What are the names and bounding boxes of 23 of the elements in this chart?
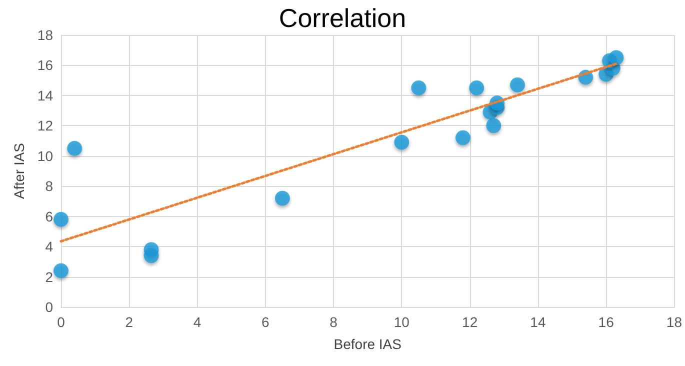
x-tick-label: 2 (125, 314, 134, 330)
y-tick-label: 8 (45, 178, 54, 194)
x-tick-label: 10 (394, 314, 410, 330)
y-tick-label: 10 (37, 148, 54, 164)
x-tick-label: 16 (598, 314, 614, 330)
x-axis-title: Before IAS (334, 336, 402, 352)
y-tick-label: 4 (45, 238, 54, 255)
x-tick-label: 14 (530, 314, 546, 330)
chart-title: Correlation (278, 3, 406, 33)
y-tick-label: 12 (37, 118, 54, 134)
y-tick-label: 6 (45, 208, 54, 224)
y-tick-label: 0 (45, 299, 54, 315)
x-tick-label: 6 (262, 314, 270, 330)
y-tick-label: 16 (37, 57, 54, 74)
x-tick-label: 12 (462, 314, 478, 330)
x-tick-label: 4 (193, 314, 202, 330)
y-axis-title: After IAS (11, 142, 27, 200)
x-tick-label: 18 (666, 314, 682, 330)
y-tick-label: 18 (37, 27, 54, 43)
y-tick-label: 14 (37, 87, 54, 104)
x-tick-label: 0 (57, 314, 66, 330)
x-tick-label: 8 (330, 314, 338, 330)
y-tick-label: 2 (45, 268, 54, 285)
